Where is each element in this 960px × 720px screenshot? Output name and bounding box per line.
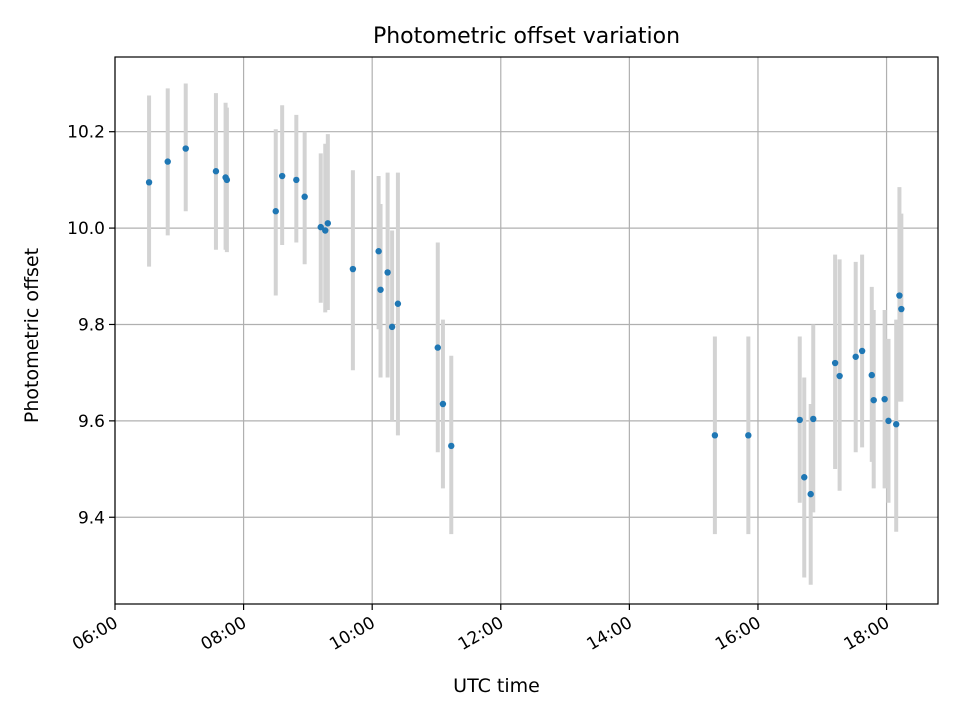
x-axis-label: UTC time	[453, 675, 540, 697]
data-point	[223, 176, 231, 184]
data-points	[145, 145, 905, 498]
data-point	[898, 305, 905, 313]
data-point	[801, 474, 808, 481]
data-point	[324, 220, 332, 227]
y-tick-label: 9.8	[78, 315, 105, 335]
data-point	[885, 417, 892, 425]
data-point	[745, 432, 752, 439]
data-point	[858, 347, 866, 355]
data-point	[831, 359, 839, 367]
data-point	[893, 421, 900, 428]
data-point	[377, 286, 384, 293]
data-point	[384, 269, 391, 276]
data-point	[434, 344, 441, 351]
chart-title: Photometric offset variation	[373, 24, 680, 49]
data-point	[796, 416, 803, 424]
data-point	[394, 300, 402, 307]
y-tick-label: 10.2	[67, 123, 105, 143]
data-point	[349, 265, 357, 273]
data-point	[810, 415, 817, 423]
data-point	[868, 371, 875, 379]
y-tick-label: 9.4	[78, 508, 105, 528]
data-point	[293, 176, 300, 184]
data-point	[145, 179, 153, 186]
data-point	[317, 223, 324, 231]
data-point	[836, 372, 843, 380]
data-point	[164, 158, 171, 165]
data-point	[388, 323, 396, 331]
data-point	[896, 292, 903, 299]
data-point	[272, 208, 279, 215]
y-tick-label: 10.0	[67, 219, 105, 239]
plot-frame	[114, 56, 939, 605]
data-point	[881, 395, 888, 403]
y-axis-label: Photometric offset	[21, 248, 43, 423]
data-point	[852, 353, 859, 360]
data-point	[448, 442, 455, 450]
data-point	[870, 396, 877, 404]
grid	[114, 57, 938, 604]
data-point	[807, 490, 814, 498]
data-point	[301, 193, 308, 200]
y-tick-label: 9.6	[78, 412, 105, 432]
data-point	[182, 145, 189, 152]
data-point	[375, 248, 382, 255]
data-point	[212, 168, 220, 175]
data-point	[711, 432, 719, 439]
data-point	[322, 227, 329, 234]
data-point	[278, 172, 286, 180]
data-point	[439, 400, 447, 408]
y-axis-ticks: 9.4 9.6 9.8 10.0 10.2	[67, 123, 115, 528]
